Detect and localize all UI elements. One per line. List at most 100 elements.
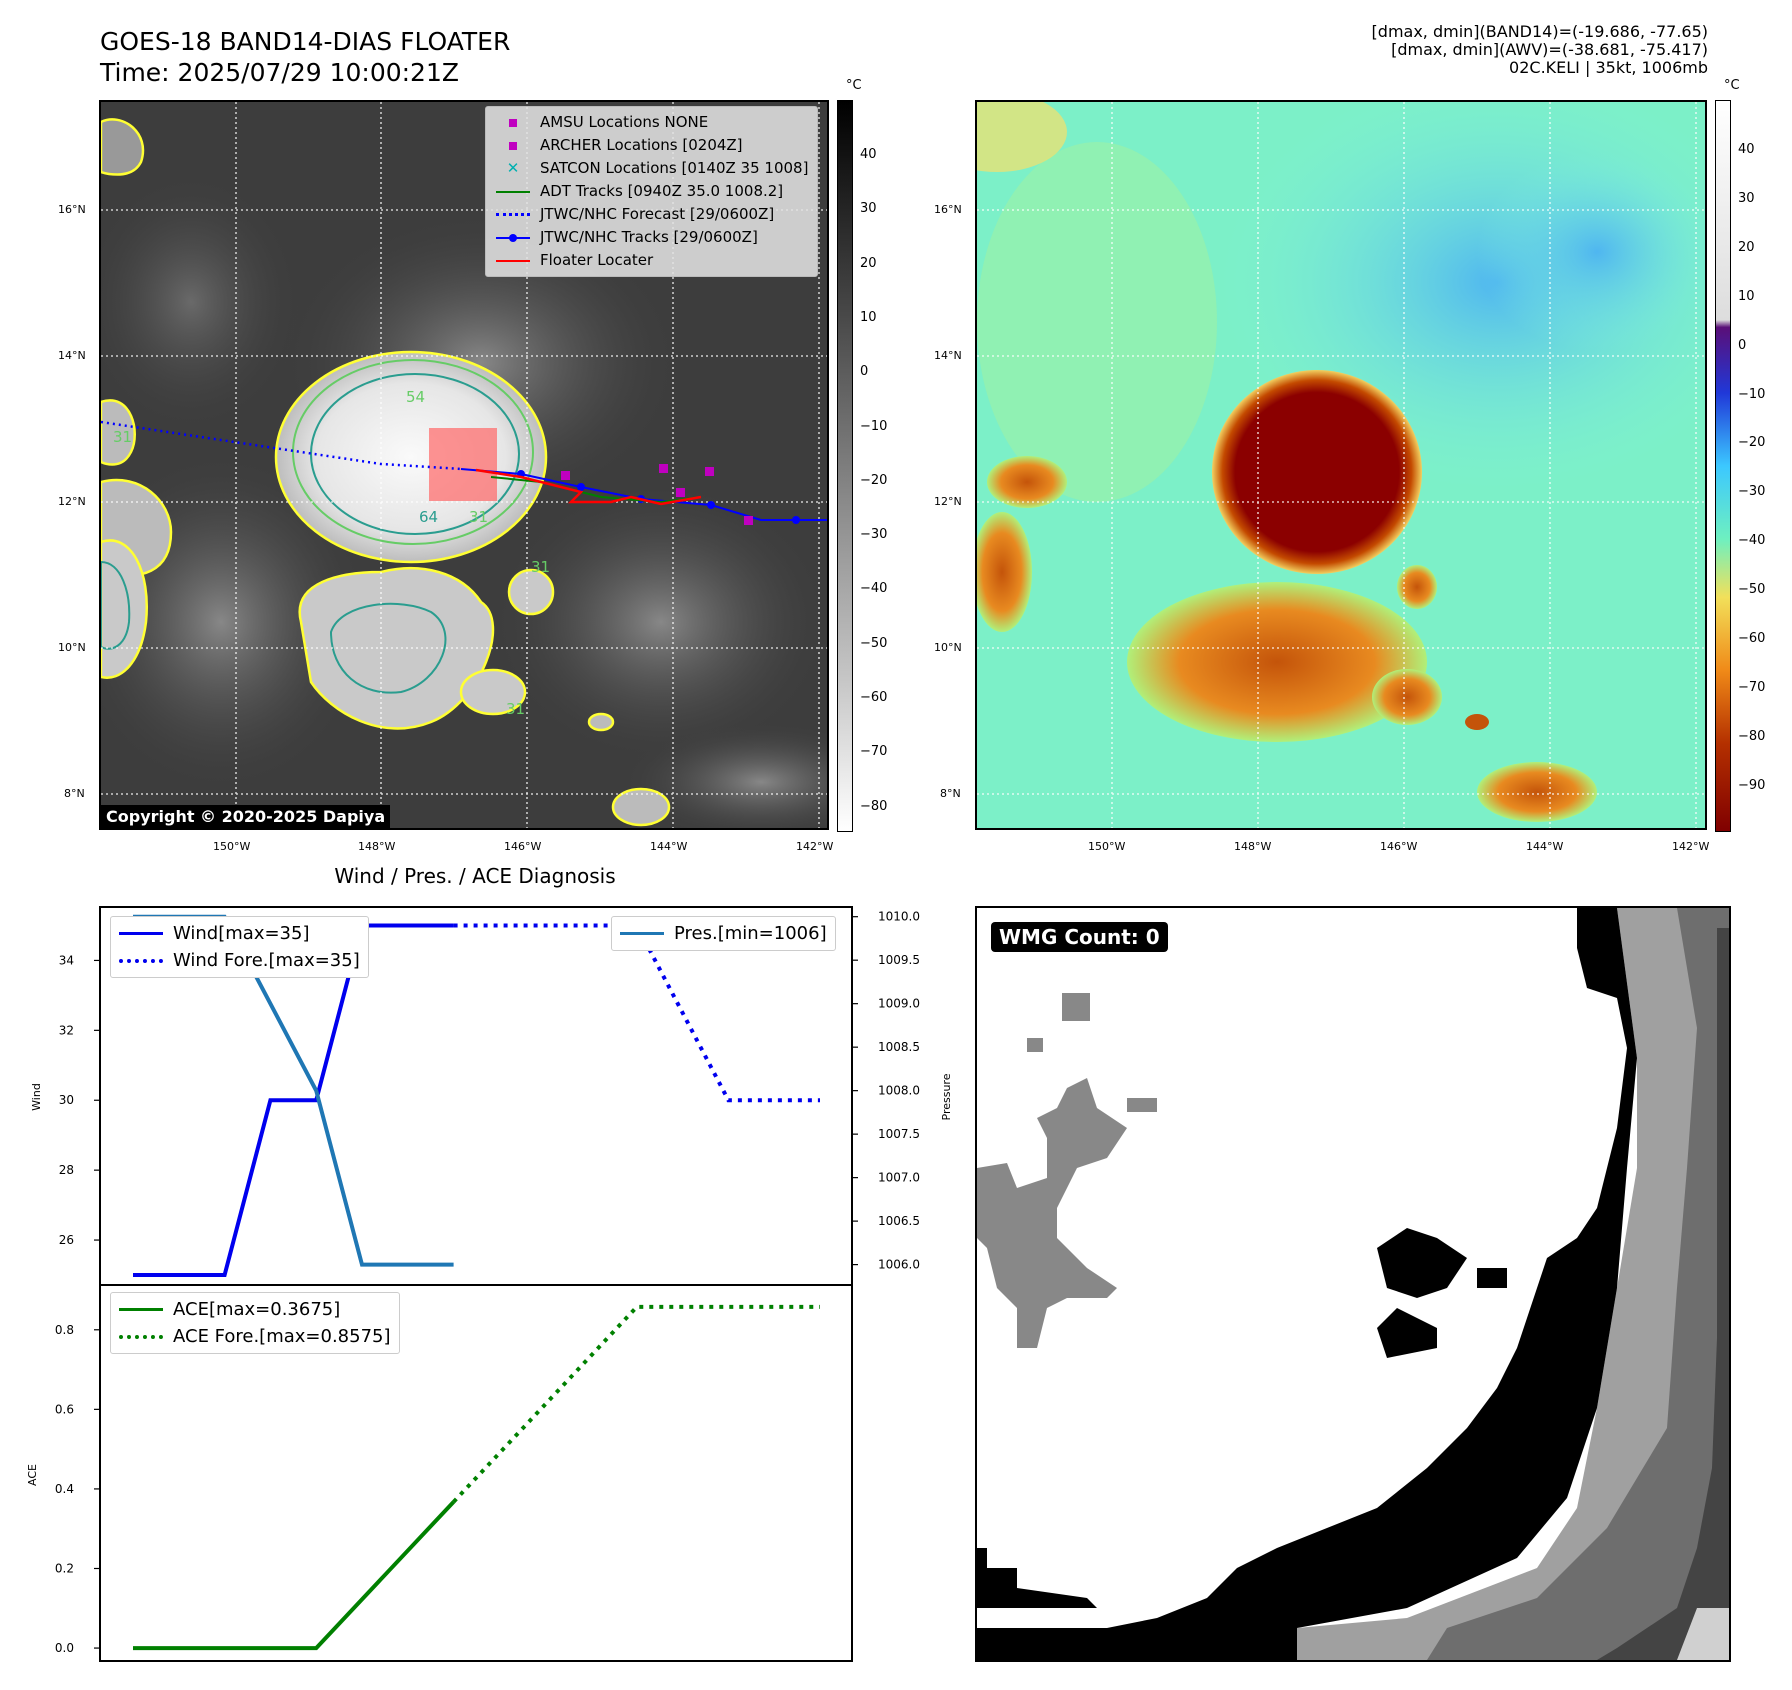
lat-label: 16°N xyxy=(58,203,86,216)
ir-colorbar-tick: 10 xyxy=(860,309,877,325)
pressure-tick-label: 1010.0 xyxy=(878,910,920,924)
legend-item-forecast: JTWC/NHC Forecast [29/0600Z] xyxy=(494,203,809,226)
ace-series-line-0 xyxy=(133,1500,456,1651)
lon-label: 146°W xyxy=(504,840,542,853)
legend-item-satcon: ✕ SATCON Locations [0140Z 35 1008] xyxy=(506,159,809,177)
awv-image-panel xyxy=(975,100,1707,830)
ir-colorbar-tick: 0 xyxy=(860,364,869,380)
info-line-2: [dmax, dmin](AWV)=(-38.681, -75.417) xyxy=(1391,40,1708,59)
ir-image-panel: 54 31 64 31 31 31 xyxy=(99,100,829,830)
pressure-axis-label: Pressure xyxy=(940,1073,953,1120)
lat-label: 14°N xyxy=(934,349,962,362)
awv-colorbar-tick: −70 xyxy=(1738,679,1766,695)
wind-tick-label: 34 xyxy=(59,953,74,967)
pressure-tick-label: 1007.0 xyxy=(878,1171,920,1185)
awv-image xyxy=(977,102,1705,828)
contour-label-31: 31 xyxy=(506,700,525,718)
wind-legend: Wind[max=35] Wind Fore.[max=35] xyxy=(110,916,369,978)
storm-info: [dmax, dmin](BAND14)=(-19.686, -77.65) [… xyxy=(1372,23,1708,77)
awv-colorbar-tick: 30 xyxy=(1738,190,1755,206)
ir-colorbar-tick: −60 xyxy=(860,690,888,705)
info-line-3: 02C.KELI | 35kt, 1006mb xyxy=(1509,58,1708,77)
legend-item-adt: ADT Tracks [0940Z 35.0 1008.2] xyxy=(494,180,809,203)
lon-label: 144°W xyxy=(650,840,688,853)
pressure-tick-label: 1009.5 xyxy=(878,953,920,967)
wind-pres-ace-chart: 26 28 30 32 34 1010.0 1009.5 1009.0 1008.5 1008.0… xyxy=(26,910,953,1655)
pressure-legend: Pres.[min=1006] xyxy=(611,916,836,951)
pressure-tick-label: 1008.0 xyxy=(878,1084,920,1098)
contour-label-64: 64 xyxy=(419,508,438,526)
ace-tick-label: 0.8 xyxy=(55,1323,74,1337)
awv-storm-core xyxy=(1212,370,1422,574)
figure-title: GOES-18 BAND14-DIAS FLOATER Time: 2025/0… xyxy=(100,26,510,88)
contour-label-31: 31 xyxy=(113,428,132,446)
legend-item-tracks: JTWC/NHC Tracks [29/0600Z] xyxy=(494,226,809,249)
awv-colorbar-unit: °C xyxy=(1724,78,1740,93)
pressure-tick-label: 1009.0 xyxy=(878,997,920,1011)
floater-track xyxy=(475,468,702,506)
ace-axis-label: ACE xyxy=(26,1464,39,1486)
central-cloud-mass xyxy=(276,352,546,562)
lon-label: 148°W xyxy=(1234,840,1272,853)
lon-label: 146°W xyxy=(1380,840,1418,853)
ace-legend: ACE[max=0.3675] ACE Fore.[max=0.8575] xyxy=(110,1292,400,1354)
contour-label-54: 54 xyxy=(406,388,425,406)
wind-tick-label: 30 xyxy=(59,1093,74,1107)
contour-label-31: 31 xyxy=(469,508,488,526)
ace-tick-label: 0.6 xyxy=(55,1402,74,1416)
forecast-track xyxy=(101,420,462,471)
ir-colorbar-tick: 40 xyxy=(860,147,877,162)
ir-colorbar-tick: −20 xyxy=(860,472,888,488)
legend-ace-forecast: ACE Fore.[max=0.8575] xyxy=(119,1323,391,1350)
pressure-tick-label: 1006.0 xyxy=(878,1258,920,1272)
lat-label: 10°N xyxy=(58,641,86,654)
contour-label-31: 31 xyxy=(531,558,550,576)
lon-label: 150°W xyxy=(1088,840,1126,853)
awv-colorbar-tick: −10 xyxy=(1738,386,1766,402)
lat-label: 8°N xyxy=(64,787,85,800)
wind-tick-label: 28 xyxy=(59,1163,74,1177)
awv-colorbar-tick: −40 xyxy=(1738,533,1766,549)
awv-colorbar-tick: −30 xyxy=(1738,484,1766,500)
ir-colorbar xyxy=(837,100,853,832)
ace-tick-label: 0.4 xyxy=(55,1482,74,1496)
legend-wind-forecast: Wind Fore.[max=35] xyxy=(119,947,360,974)
lat-label: 12°N xyxy=(58,495,86,508)
lat-label: 8°N xyxy=(940,787,961,800)
ir-colorbar-tick: −30 xyxy=(860,527,888,543)
ir-colorbar-tick: 30 xyxy=(860,201,877,217)
chart-title: Wind / Pres. / ACE Diagnosis xyxy=(334,864,616,888)
ir-colorbar-tick: −80 xyxy=(860,798,888,814)
lon-label: 150°W xyxy=(213,840,251,853)
ir-colorbar-tick: −50 xyxy=(860,635,888,651)
lon-label: 142°W xyxy=(1672,840,1710,853)
ace-tick-label: 0.2 xyxy=(55,1561,74,1575)
wmg-panel: WMG Count: 0 xyxy=(975,906,1731,1662)
lon-label: 142°W xyxy=(796,840,834,853)
awv-colorbar-tick: 40 xyxy=(1738,142,1755,157)
legend-pressure: Pres.[min=1006] xyxy=(620,920,827,947)
awv-colorbar-tick: −90 xyxy=(1738,777,1766,793)
ace-tick-label: 0.0 xyxy=(55,1641,74,1655)
pressure-tick-label: 1007.5 xyxy=(878,1127,920,1141)
legend-item-archer: ARCHER Locations [0204Z] xyxy=(494,134,809,157)
title-line-2: Time: 2025/07/29 10:00:21Z xyxy=(100,58,459,87)
copyright-label: Copyright © 2020-2025 Dapiya xyxy=(101,805,391,828)
ir-colorbar-tick: 20 xyxy=(860,255,877,271)
ir-colorbar-tick: −70 xyxy=(860,744,888,760)
pressure-tick-label: 1008.5 xyxy=(878,1040,920,1054)
series-line-1 xyxy=(453,923,820,1103)
lon-label: 148°W xyxy=(358,840,396,853)
awv-colorbar-tick: −50 xyxy=(1738,582,1766,598)
awv-colorbar-tick: 10 xyxy=(1738,288,1755,304)
awv-colorbar-tick: 20 xyxy=(1738,239,1755,255)
awv-colorbar xyxy=(1715,100,1731,832)
legend-item-floater: Floater Locater xyxy=(494,249,809,272)
adt-track xyxy=(490,476,702,504)
awv-colorbar-tick: −60 xyxy=(1738,631,1766,646)
wind-axis-label: Wind xyxy=(30,1083,43,1111)
legend-item-amsu: AMSU Locations NONE xyxy=(494,111,809,134)
lat-label: 14°N xyxy=(58,349,86,362)
legend-wind: Wind[max=35] xyxy=(119,920,360,947)
ace-series-line-1 xyxy=(452,1304,820,1504)
